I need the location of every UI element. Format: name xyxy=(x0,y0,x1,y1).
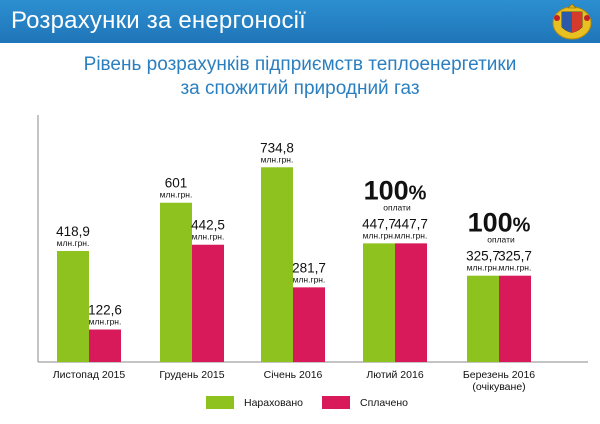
unit-label-accrued: млн.грн. xyxy=(160,190,193,200)
bar-paid xyxy=(395,243,427,362)
bar-paid xyxy=(499,275,531,362)
x-tick-label: Березень 2016 xyxy=(463,369,535,381)
hundred-percent-label: 100% xyxy=(468,208,531,238)
chart-subtitle: за спожитий природний газ xyxy=(180,78,420,99)
unit-label-paid: млн.грн. xyxy=(499,263,532,273)
legend-item-accrued: Нараховано xyxy=(206,396,303,409)
data-label-accrued: 601 xyxy=(165,176,188,191)
x-tick-label: Січень 2016 xyxy=(264,369,323,381)
unit-label-paid: млн.грн. xyxy=(89,317,122,327)
data-label-accrued: 418,9 xyxy=(56,224,90,239)
unit-label-accrued: млн.грн. xyxy=(261,154,294,164)
x-tick-label: Лютий 2016 xyxy=(366,369,424,381)
unit-label-accrued: млн.грн. xyxy=(363,230,396,240)
unit-label-accrued: млн.грн. xyxy=(467,263,500,273)
unit-label-paid: млн.грн. xyxy=(293,274,326,284)
data-label-accrued: 734,8 xyxy=(260,140,294,155)
header-bar: Розрахунки за енергоносії xyxy=(0,0,600,43)
legend-label-paid: Сплачено xyxy=(360,396,408,409)
bar-accrued xyxy=(467,275,499,362)
data-label-paid: 447,7 xyxy=(394,216,428,231)
legend-swatch-paid xyxy=(322,396,350,409)
unit-label-paid: млн.грн. xyxy=(395,230,428,240)
legend-label-accrued: Нараховано xyxy=(244,396,304,409)
header-title: Розрахунки за енергоносії xyxy=(11,7,307,34)
data-label-paid: 281,7 xyxy=(292,260,326,275)
bar-accrued xyxy=(261,167,293,362)
data-label-accrued: 447,7 xyxy=(362,216,396,231)
bar-paid xyxy=(192,244,224,362)
chart-title: Рівень розрахунків підприємств теплоенер… xyxy=(83,54,517,75)
hundred-percent-label: 100% xyxy=(364,175,427,205)
data-label-paid: 325,7 xyxy=(498,249,532,264)
data-label-paid: 122,6 xyxy=(88,303,122,318)
x-tick-label: Грудень 2015 xyxy=(159,369,224,381)
data-label-paid: 442,5 xyxy=(191,218,225,233)
bar-accrued xyxy=(160,202,192,362)
unit-label-accrued: млн.грн. xyxy=(57,238,90,248)
x-tick-label: Листопад 2015 xyxy=(53,369,126,381)
bar-paid xyxy=(89,329,121,362)
payment-annotation: оплати xyxy=(383,202,411,212)
bar-accrued xyxy=(363,243,395,362)
bar-accrued xyxy=(57,250,89,362)
legend-item-paid: Сплачено xyxy=(322,396,408,409)
bar-paid xyxy=(293,287,325,362)
legend-swatch-accrued xyxy=(206,396,234,409)
x-tick-note: (очікуване) xyxy=(472,381,525,393)
payment-annotation: оплати xyxy=(487,235,515,245)
data-label-accrued: 325,7 xyxy=(466,249,500,264)
coat-of-arms-logo xyxy=(552,3,592,40)
unit-label-paid: млн.грн. xyxy=(192,232,225,242)
